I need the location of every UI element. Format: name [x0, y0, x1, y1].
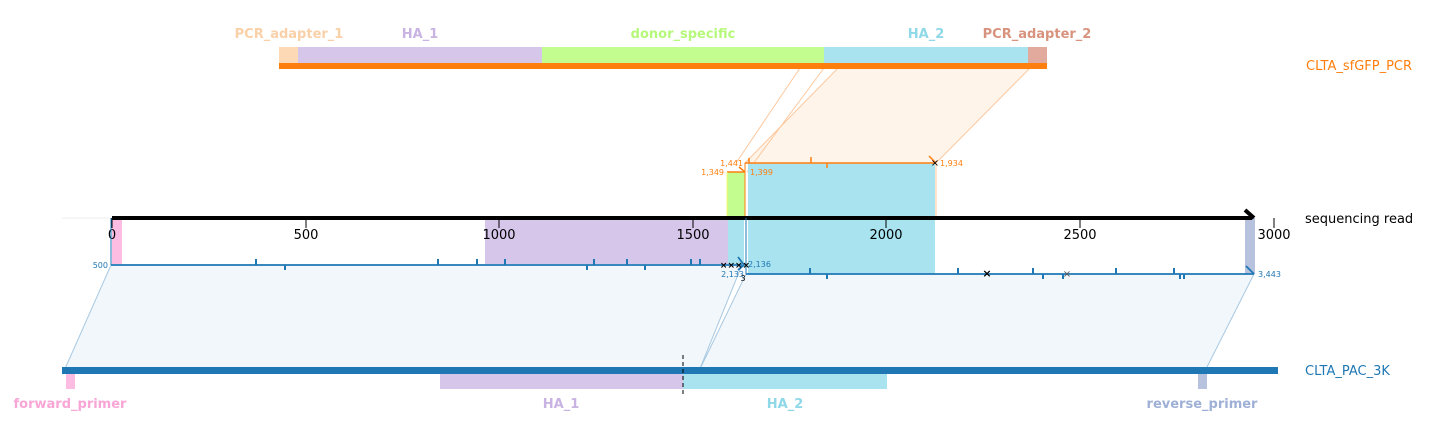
blue-alignment-fan-right: [698, 273, 1255, 372]
bottom-feature-ha-2: [683, 374, 887, 389]
bottom-reference: forward_primer HA_1 HA_2 reverse_primer …: [14, 355, 1390, 412]
label-orange-1349: 1,349: [701, 168, 724, 177]
label-sequencing-read: sequencing read: [1305, 212, 1413, 227]
tick-label-0: 0: [108, 228, 116, 243]
label-blue-3443: 3,443: [1258, 270, 1281, 279]
tick-label-3000: 3000: [1257, 228, 1290, 243]
read-block-donor-specific: [727, 172, 745, 218]
label-blue-500: 500: [93, 261, 108, 270]
svg-text:×: ×: [931, 158, 939, 169]
read-block-forward-primer: [112, 218, 122, 264]
read-block-ha-2-lower: [728, 218, 744, 264]
label-reverse-primer: reverse_primer: [1147, 397, 1259, 412]
label-orange-1399: 1,399: [750, 168, 773, 177]
label-bottom-ha-2: HA_2: [767, 397, 804, 412]
tick-label-2500: 2500: [1063, 228, 1096, 243]
blue-alignment-fan-left: [63, 264, 743, 372]
tick-label-1000: 1000: [482, 228, 515, 243]
label-orange-1934: 1,934: [940, 159, 963, 168]
label-orange-1441: 1,441: [720, 159, 743, 168]
label-blue-2133: 2,133: [721, 270, 744, 279]
feature-pcr-adapter-2: [1028, 47, 1047, 64]
label-bottom-ha-1: HA_1: [543, 397, 580, 412]
label-donor-specific: donor_specific: [631, 27, 736, 42]
bottom-feature-forward-primer: [66, 374, 75, 389]
orange-alignment-fan: [743, 67, 1032, 164]
feature-ha-2: [824, 47, 1028, 64]
tick-label-2000: 2000: [869, 228, 902, 243]
bottom-feature-ha-1: [440, 374, 683, 389]
read-block-ha-1: [485, 218, 728, 264]
feature-pcr-adapter-1: [279, 47, 298, 64]
label-ha-2: HA_2: [908, 27, 945, 42]
svg-text:×: ×: [982, 267, 991, 280]
svg-text:×: ×: [1063, 269, 1071, 280]
label-blue-2136: 2,136: [748, 260, 771, 269]
sequencing-read: 0 500 1000 1500 2000 2500 3000 sequencin…: [62, 208, 1413, 243]
label-pcr-adapter-2: PCR_adapter_2: [983, 27, 1092, 42]
bottom-feature-reverse-primer: [1198, 374, 1207, 389]
feature-donor-specific: [542, 47, 824, 64]
label-ha-1: HA_1: [402, 27, 439, 42]
label-pcr-adapter-1: PCR_adapter_1: [235, 27, 344, 42]
label-forward-primer: forward_primer: [14, 397, 128, 412]
top-reference-bar: [279, 63, 1047, 69]
label-bottom-reference-name: CLTA_PAC_3K: [1305, 364, 1390, 379]
blue-alignment-segments: × × ×××× 500 2,136 2,133 3 3,443: [93, 218, 1281, 283]
tick-label-500: 500: [294, 228, 319, 243]
read-block-reverse-primer: [1245, 218, 1255, 274]
top-reference: PCR_adapter_1 HA_1 donor_specific HA_2 P…: [235, 27, 1412, 74]
bottom-reference-bar: [62, 367, 1278, 374]
orange-alignment-segments: × 1,441 1,349 1,399 1,934: [701, 155, 963, 218]
tick-label-1500: 1500: [676, 228, 709, 243]
feature-ha-1: [298, 47, 542, 64]
label-blue-3: 3: [740, 274, 745, 283]
label-top-reference-name: CLTA_sfGFP_PCR: [1306, 59, 1412, 74]
svg-text:××××: ××××: [720, 261, 750, 271]
